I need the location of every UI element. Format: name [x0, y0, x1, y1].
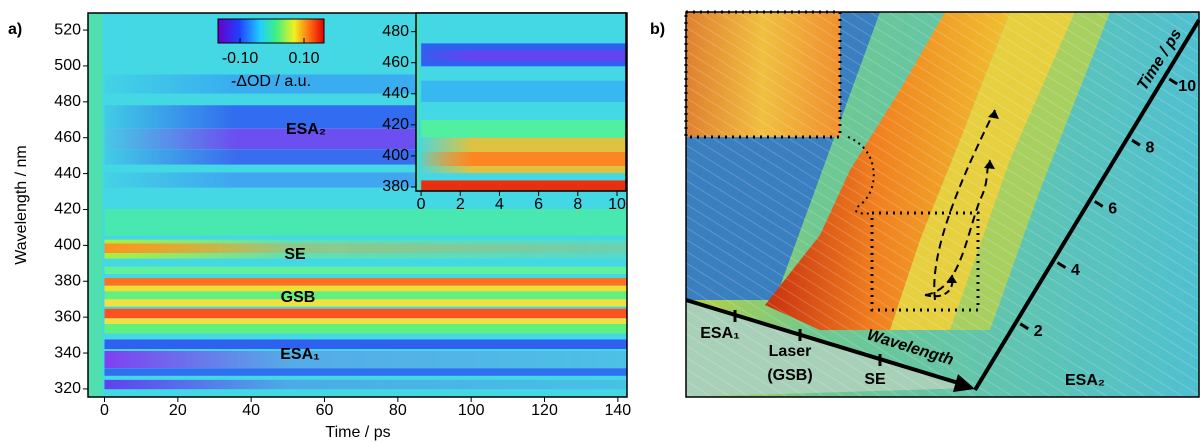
- time-tick: [1168, 77, 1179, 86]
- y-tick-label: 320: [54, 380, 81, 397]
- x-tick-label: 140: [604, 402, 631, 419]
- x-tick-label: 0: [100, 402, 109, 419]
- heatmap-band: [104, 208, 627, 236]
- heatmap-band: [104, 324, 627, 334]
- x-tick-label: 10: [608, 196, 626, 213]
- x-tick-label: 4: [495, 196, 504, 213]
- band-annotation: ESA₂: [1065, 372, 1105, 389]
- time-tick: [1093, 200, 1104, 208]
- time-tick-label: 4: [1071, 262, 1080, 279]
- surface-render: [684, 10, 1200, 398]
- heatmap-band: [421, 151, 626, 167]
- y-tick-label: 460: [54, 129, 81, 146]
- heatmap-band: [104, 299, 627, 307]
- colorbar-tick-label: 0.10: [288, 50, 319, 67]
- panel-label: a): [8, 21, 22, 38]
- plot-frame: [415, 12, 627, 192]
- x-tick-label: 120: [531, 402, 558, 419]
- x-axis-label: Time / ps: [325, 424, 390, 441]
- heatmap-band: [104, 350, 627, 369]
- y-tick-label: 440: [382, 85, 409, 102]
- y-tick-label: 480: [382, 23, 409, 40]
- heatmap-band: [104, 243, 627, 253]
- band-annotation: GSB: [281, 289, 316, 306]
- heatmap-band: [104, 277, 627, 286]
- heatmap-band: [104, 368, 627, 376]
- y-tick-label: 400: [382, 147, 409, 164]
- y-tick-label: 340: [54, 344, 81, 361]
- x-tick-label: 8: [573, 196, 582, 213]
- y-tick-label: 440: [54, 165, 81, 182]
- heatmap-band: [104, 308, 627, 319]
- heatmap-band: [104, 339, 627, 349]
- y-tick-label: 500: [54, 57, 81, 74]
- y-tick-label: 420: [54, 201, 81, 218]
- heatmap-band: [421, 180, 626, 191]
- x-tick-label: 2: [456, 196, 465, 213]
- time-tick-label: 2: [1034, 323, 1043, 340]
- y-tick-label: 360: [54, 308, 81, 325]
- x-tick-label: 20: [169, 402, 187, 419]
- wavelength-feature-label: ESA₁: [700, 325, 740, 342]
- y-tick-label: 400: [54, 237, 81, 254]
- colorbar-label: -ΔOD / a.u.: [231, 73, 311, 90]
- heatmap: 0 2 4 6 8 10 380 400 420 440 460 480: [382, 12, 627, 213]
- time-tick: [1131, 138, 1141, 147]
- heatmap-band: [104, 291, 627, 300]
- y-tick-label: 460: [382, 54, 409, 71]
- colorbar: [217, 18, 325, 44]
- x-tick-label: 60: [316, 402, 334, 419]
- band-annotation: SE: [284, 246, 306, 263]
- time-tick-label: 6: [1108, 201, 1117, 218]
- pre-zero-strip: [416, 13, 420, 191]
- y-axis-label: Wavelength / nm: [13, 145, 30, 264]
- plot-frame: [87, 12, 628, 398]
- band-annotation: ESA₂: [286, 121, 326, 138]
- x-tick-label: 80: [389, 402, 407, 419]
- y-tick-label: 380: [54, 272, 81, 289]
- y-tick-label: 420: [382, 116, 409, 133]
- x-tick-label: 6: [534, 196, 543, 213]
- heatmap-band: [104, 379, 627, 390]
- pre-zero-strip: [88, 13, 103, 397]
- heatmap-band: [421, 50, 626, 62]
- time-tick-label: 8: [1146, 139, 1155, 156]
- time-tick-label: 10: [1178, 78, 1196, 95]
- x-tick-label: 100: [458, 402, 485, 419]
- y-tick-label: 480: [54, 93, 81, 110]
- panel-label: b): [650, 21, 665, 38]
- time-tick: [1056, 261, 1067, 269]
- wavelength-feature-label: Laser (GSB): [767, 343, 812, 384]
- heatmap-band: [104, 266, 627, 275]
- time-tick: [1019, 322, 1030, 331]
- y-tick-label: 380: [382, 178, 409, 195]
- heatmap-band: [104, 318, 627, 325]
- heatmap-band: [421, 119, 626, 138]
- wavelength-feature-label: SE: [864, 371, 886, 388]
- y-tick-label: 520: [54, 21, 81, 38]
- x-tick-label: 0: [417, 196, 426, 213]
- band-annotation: ESA₁: [280, 346, 320, 363]
- heatmap-band: [104, 285, 627, 292]
- x-tick-label: 40: [242, 402, 260, 419]
- heatmap-band: [421, 80, 626, 102]
- colorbar-tick-label: -0.10: [222, 50, 259, 67]
